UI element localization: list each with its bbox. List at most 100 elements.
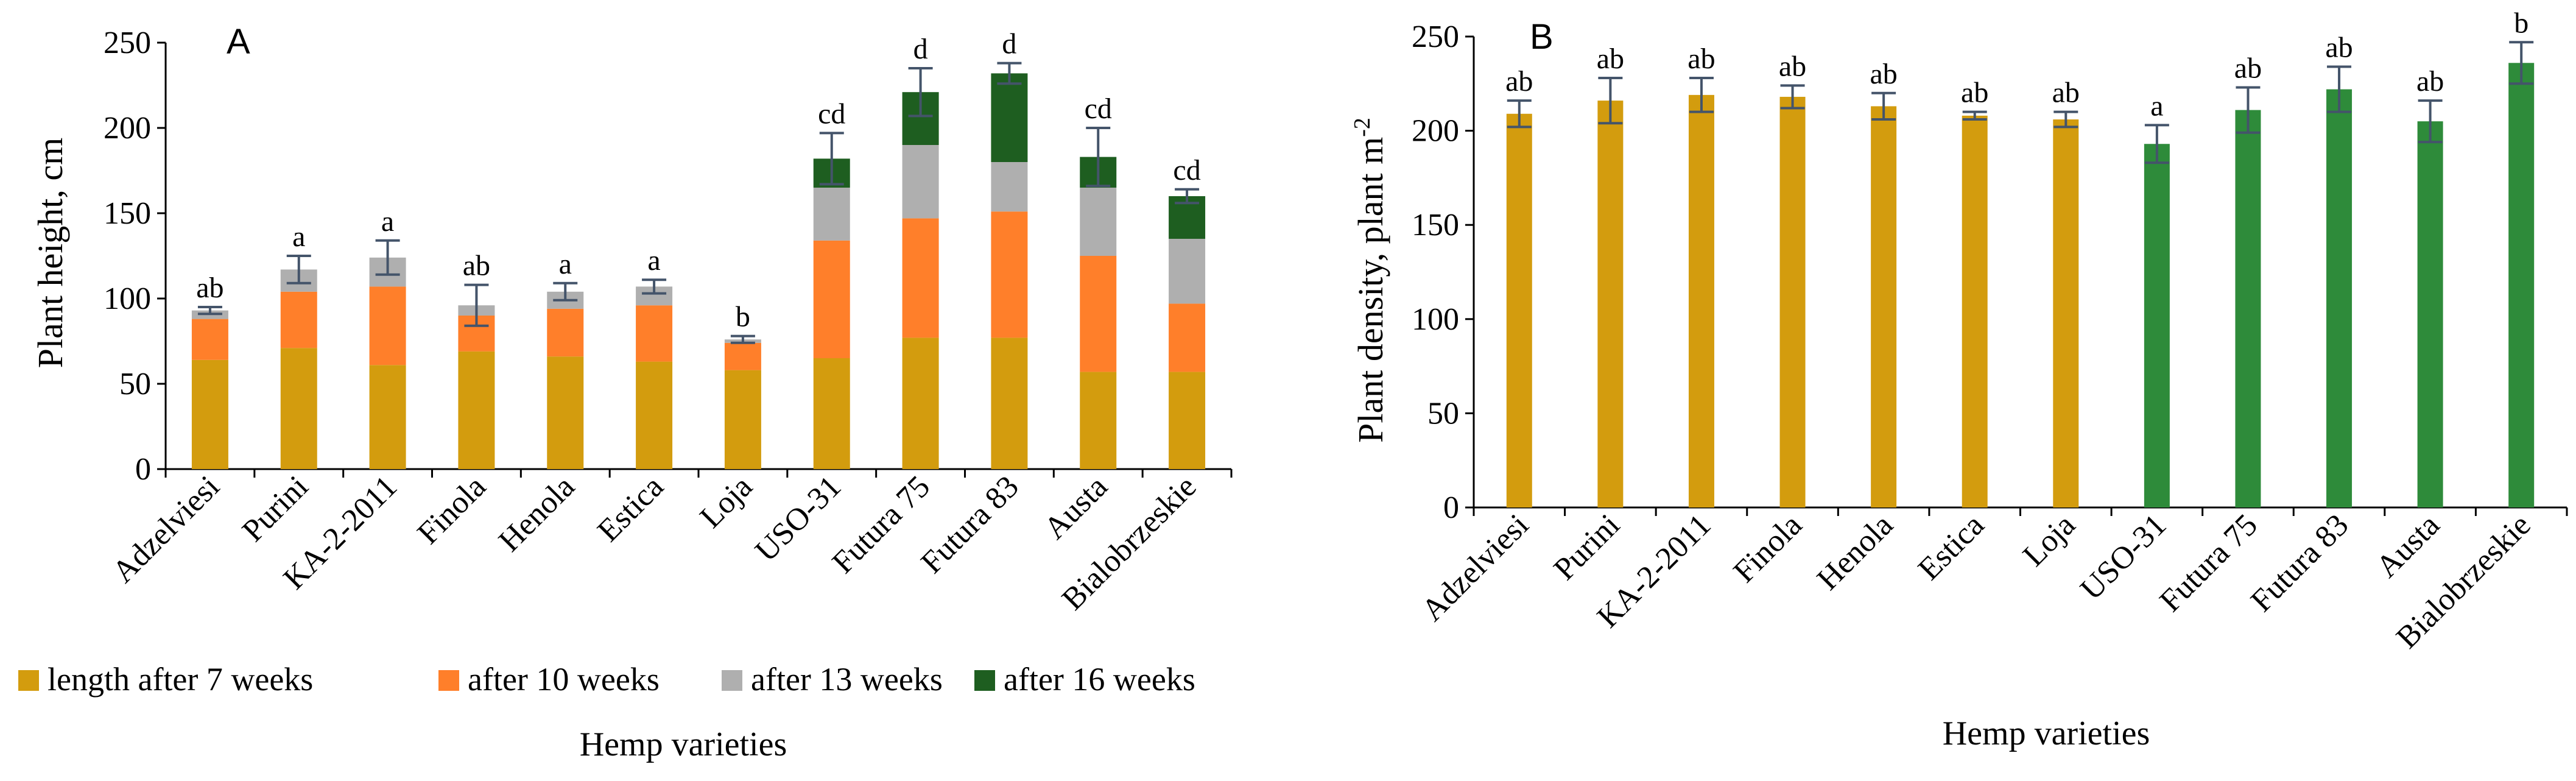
- panel-a-bar-loja-after-10-weeks: [724, 342, 761, 370]
- panel-b-x-tick-label-finola: Finola: [1727, 507, 1809, 589]
- panel-a-bar-uso-31-after-13-weeks: [813, 188, 850, 241]
- panel-b-bar-henola: [1871, 106, 1897, 508]
- panel-b-significance-letter-purini: ab: [1597, 43, 1624, 75]
- panel-b-x-tick-label-futura-75: Futura 75: [2153, 507, 2264, 618]
- panel-a-bar-purini-after-10-weeks: [280, 291, 317, 348]
- panel-a-y-tick-label: 0: [135, 452, 151, 487]
- panel-a-significance-letter-ka-2-2011: a: [381, 205, 394, 238]
- panel-a-legend-swatch-after-16-weeks: [974, 670, 995, 691]
- panel-b-bar-bialobrzeskie: [2508, 63, 2535, 507]
- panel-a-bar-bialobrzeskie-length-after-7-weeks: [1169, 372, 1206, 469]
- panel-b-x-tick-label-estica: Estica: [1912, 507, 1991, 587]
- panel-b-significance-letter-bialobrzeskie: b: [2514, 7, 2528, 39]
- panel-a-plant-height-chart: A Plant height, cm Hemp varieties 0 50 100…: [18, 22, 1233, 763]
- panel-a-bar-estica-length-after-7-weeks: [636, 361, 673, 469]
- panel-b-y-tick-label: 150: [1412, 208, 1459, 242]
- panel-b-bar-uso-31: [2144, 144, 2170, 507]
- panel-a-y-tick-label: 200: [104, 111, 151, 146]
- panel-b-significance-letter-adzelviesi: ab: [1505, 65, 1533, 97]
- panel-b-y-tick-label: 250: [1412, 19, 1459, 54]
- panel-b-plant-density-chart: B Plant density, plant m-2 Hemp varietie…: [1350, 7, 2568, 752]
- panel-a-bar-henola-after-10-weeks: [547, 308, 584, 357]
- panel-b-y-tick-label: 0: [1443, 490, 1459, 525]
- panel-a-significance-letter-loja: b: [736, 301, 750, 333]
- panel-a-significance-letter-henola: a: [559, 248, 572, 280]
- panel-a-bar-futura-75-after-10-weeks: [902, 218, 939, 338]
- panel-a-significance-letter-purini: a: [292, 221, 305, 253]
- panel-a-bar-futura-75-length-after-7-weeks: [902, 337, 939, 469]
- panel-a-legend: length after 7 weeks after 10 weeks after …: [18, 661, 1195, 698]
- panel-b-bar-ka-2-2011: [1688, 94, 1714, 508]
- panel-a-x-tick-label-purini: Purini: [236, 469, 315, 548]
- panel-a-bar-ka-2-2011-length-after-7-weeks: [369, 365, 406, 469]
- panel-b-significance-letter-futura-83: ab: [2325, 31, 2353, 63]
- panel-a-x-tick-label-futura-75: Futura 75: [826, 469, 937, 580]
- panel-b-y-axis-title: Plant density, plant m-2: [1350, 118, 1390, 443]
- panel-b-x-tick-label-loja: Loja: [2016, 507, 2082, 573]
- panel-a-y-tick-label: 150: [104, 196, 151, 231]
- panel-a-bar-loja-length-after-7-weeks: [724, 370, 761, 469]
- panel-a-bar-futura-83-length-after-7-weeks: [991, 337, 1028, 469]
- panel-b-bar-loja: [2053, 119, 2079, 508]
- panel-a-bar-estica-after-10-weeks: [636, 305, 673, 362]
- panel-b-significance-letter-estica: ab: [1961, 77, 1988, 109]
- panel-b-significance-letter-uso-31: a: [2150, 90, 2163, 122]
- panel-b-significance-letter-finola: ab: [1779, 50, 1806, 82]
- panel-b-x-tick-label-henola: Henola: [1811, 507, 1899, 596]
- panel-a-x-tick-label-estica: Estica: [591, 469, 670, 548]
- panel-a-bar-bialobrzeskie-after-13-weeks: [1169, 239, 1206, 304]
- panel-a-bar-finola-length-after-7-weeks: [458, 351, 495, 469]
- panel-b-significance-letter-austa: ab: [2416, 65, 2444, 97]
- panel-a-bar-austa-after-13-weeks: [1080, 188, 1117, 256]
- panel-a-bar-ka-2-2011-after-10-weeks: [369, 286, 406, 366]
- panel-a-y-tick-label: 250: [104, 26, 151, 60]
- panel-b-significance-letter-futura-75: ab: [2234, 52, 2262, 84]
- panel-a-significance-letter-adzelviesi: ab: [196, 272, 223, 304]
- panel-a-bar-uso-31-after-10-weeks: [813, 240, 850, 358]
- panel-a-bar-futura-83-after-13-weeks: [991, 162, 1028, 212]
- panel-b-x-tick-label-purini: Purini: [1547, 507, 1627, 587]
- panel-a-significance-letter-austa: cd: [1085, 93, 1112, 125]
- panel-b-y-axis-title-main: Plant density, plant m: [1351, 137, 1390, 443]
- panel-b-bar-finola: [1779, 96, 1806, 508]
- panel-b-y-tick-label: 50: [1427, 396, 1459, 431]
- panel-b-y-tick-label: 100: [1412, 302, 1459, 337]
- panel-a-y-tick-label: 50: [119, 367, 151, 401]
- panel-a-y-axis-title: Plant height, cm: [30, 138, 70, 369]
- panel-a-legend-swatch-after-10-weeks: [438, 670, 459, 691]
- panel-a-bar-henola-length-after-7-weeks: [547, 356, 584, 469]
- panel-b-significance-letter-ka-2-2011: ab: [1687, 43, 1715, 75]
- panel-a-legend-label-after-13-weeks: after 13 weeks: [751, 661, 943, 698]
- panel-b-significance-letter-loja: ab: [2052, 77, 2080, 109]
- panel-b-x-axis-title: Hemp varieties: [1943, 715, 2150, 752]
- panel-a-significance-letter-finola: ab: [463, 250, 490, 282]
- panel-a-legend-swatch-after-13-weeks: [722, 670, 742, 691]
- panel-b-bar-futura-75: [2235, 110, 2261, 507]
- panel-a-bar-austa-length-after-7-weeks: [1080, 372, 1117, 469]
- panel-a-legend-label-after-16-weeks: after 16 weeks: [1004, 661, 1195, 698]
- panel-a-significance-letter-estica: a: [647, 244, 660, 277]
- panel-a-bar-uso-31-length-after-7-weeks: [813, 358, 850, 469]
- panel-b-x-tick-label-adzelviesi: Adzelviesi: [1415, 507, 1536, 628]
- panel-a-x-tick-label-austa: Austa: [1038, 469, 1114, 546]
- panel-b-x-tick-label-futura-83: Futura 83: [2244, 507, 2355, 618]
- panel-a-legend-label-after-10-weeks: after 10 weeks: [468, 661, 660, 698]
- panel-a-x-tick-label-henola: Henola: [492, 469, 581, 558]
- panel-b-y-axis-title-superscript: -2: [1350, 118, 1375, 137]
- panel-a-x-tick-label-finola: Finola: [411, 469, 493, 551]
- panel-a-bar-bialobrzeskie-after-10-weeks: [1169, 303, 1206, 372]
- panel-a-significance-letter-bialobrzeskie: cd: [1173, 154, 1200, 186]
- panel-a-legend-swatch-length-after-7-weeks: [18, 670, 39, 691]
- panel-a-significance-letter-futura-75: d: [913, 33, 928, 65]
- panel-a-legend-label-length-after-7-weeks: length after 7 weeks: [48, 661, 313, 698]
- panel-a-x-tick-label-loja: Loja: [694, 469, 759, 535]
- panel-a-bar-futura-83-after-16-weeks: [991, 73, 1028, 163]
- panel-a-bar-futura-83-after-10-weeks: [991, 211, 1028, 338]
- panel-a-x-tick-label-futura-83: Futura 83: [915, 469, 1026, 580]
- panel-b-bar-purini: [1597, 101, 1624, 508]
- panel-b-bar-adzelviesi: [1506, 113, 1532, 508]
- panel-b-bar-futura-83: [2326, 89, 2353, 508]
- panel-a-significance-letter-futura-83: d: [1002, 28, 1016, 60]
- panel-a-bar-purini-length-after-7-weeks: [280, 348, 317, 469]
